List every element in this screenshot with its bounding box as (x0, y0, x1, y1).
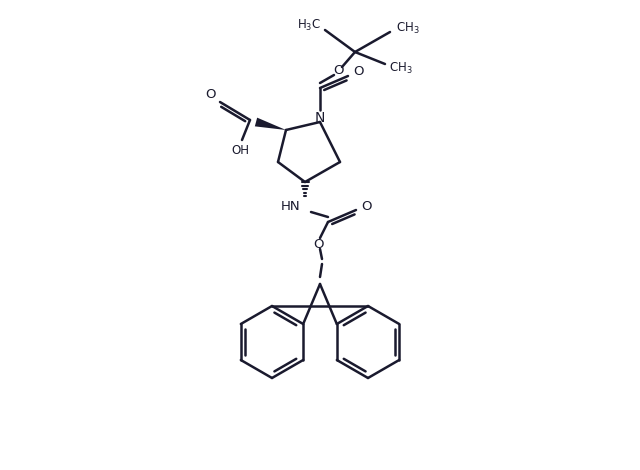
Text: N: N (315, 111, 325, 125)
Text: O: O (353, 64, 364, 78)
Text: O: O (333, 63, 343, 77)
Text: HN: HN (281, 199, 301, 212)
Text: OH: OH (231, 143, 249, 157)
Text: O: O (205, 87, 215, 101)
Text: H$_3$C: H$_3$C (297, 17, 321, 32)
Text: CH$_3$: CH$_3$ (389, 61, 413, 76)
Text: CH$_3$: CH$_3$ (396, 21, 420, 36)
Polygon shape (255, 118, 286, 130)
Text: O: O (361, 199, 371, 212)
Text: O: O (313, 237, 323, 251)
